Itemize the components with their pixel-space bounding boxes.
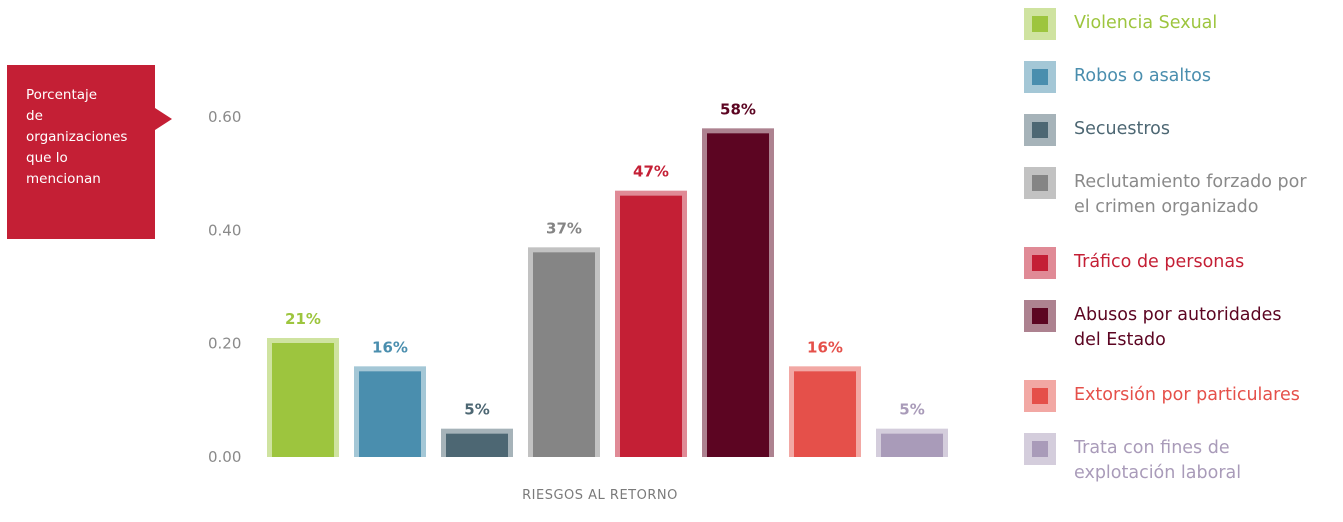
legend-swatch	[1024, 61, 1056, 93]
legend-swatch	[1024, 433, 1056, 465]
legend-label: Extorsión por particulares	[1074, 383, 1339, 408]
bar: 5%	[876, 401, 948, 457]
data-label: 47%	[633, 163, 669, 181]
bar-fill	[881, 433, 943, 457]
legend-swatch	[1024, 8, 1056, 40]
bar: 47%	[615, 163, 687, 457]
legend-swatch	[1024, 247, 1056, 279]
y-axis-label-line: organizaciones	[26, 129, 128, 145]
y-tick-label: 0.00	[208, 448, 241, 466]
bar-fill	[359, 371, 421, 457]
legend-swatch-fill	[1032, 175, 1048, 191]
y-axis-label-line: mencionan	[26, 171, 101, 187]
y-tick-label: 0.20	[208, 335, 241, 353]
bar: 16%	[354, 338, 426, 457]
data-label: 21%	[285, 310, 321, 328]
x-axis-label: RIESGOS AL RETORNO	[522, 488, 678, 503]
legend-swatch-fill	[1032, 69, 1048, 85]
legend-label-line: Abusos por autoridades	[1074, 305, 1282, 325]
y-axis-label-line: Porcentaje	[26, 87, 98, 103]
bar-chart: 0.60 0.40 0.20 0.00 21% 16% 5% 37% 47% 58% 16% 5%	[208, 100, 948, 466]
legend-swatch	[1024, 114, 1056, 146]
data-label: 58%	[720, 100, 756, 118]
legend-label: Tráfico de personas	[1074, 250, 1339, 275]
legend-swatch	[1024, 167, 1056, 199]
legend-swatch	[1024, 380, 1056, 412]
bar: 21%	[267, 310, 339, 457]
legend-swatch-fill	[1032, 308, 1048, 324]
legend-label-line: del Estado	[1074, 330, 1166, 350]
bar: 16%	[789, 338, 861, 457]
bar-fill	[794, 371, 856, 457]
legend-swatch-fill	[1032, 441, 1048, 457]
data-label: 16%	[372, 338, 408, 356]
legend-swatch-fill	[1032, 255, 1048, 271]
bar-fill	[533, 252, 595, 457]
y-axis-label-line: de	[26, 108, 43, 124]
legend-label-line: el crimen organizado	[1074, 197, 1259, 217]
legend-label-line: Secuestros	[1074, 119, 1170, 139]
legend-swatch-fill	[1032, 16, 1048, 32]
bar: 58%	[702, 100, 774, 458]
y-tick-label: 0.40	[208, 221, 241, 239]
legend-swatch-fill	[1032, 122, 1048, 138]
y-axis-label-line: que lo	[26, 150, 68, 166]
legend-label: Reclutamiento forzado por el crimen organ…	[1074, 170, 1339, 220]
data-label: 16%	[807, 338, 843, 356]
legend-swatch-fill	[1032, 388, 1048, 404]
legend-label: Trata con fines de explotación laboral	[1074, 436, 1339, 486]
legend-label: Robos o asaltos	[1074, 64, 1339, 89]
legend-label-line: Violencia Sexual	[1074, 13, 1218, 33]
bar-fill	[707, 133, 769, 458]
bar-fill	[620, 195, 682, 457]
y-axis-label-box: Porcentaje de organizaciones que lo menc…	[7, 65, 155, 239]
data-label: 5%	[899, 401, 924, 419]
legend-label-line: Robos o asaltos	[1074, 66, 1211, 86]
legend-label: Violencia Sexual	[1074, 11, 1339, 36]
y-axis-label-pointer	[155, 108, 172, 130]
legend-label-line: Reclutamiento forzado por	[1074, 172, 1307, 192]
bar-fill	[272, 343, 334, 457]
bar: 37%	[528, 219, 600, 457]
bar: 5%	[441, 401, 513, 457]
legend-label-line: Tráfico de personas	[1074, 252, 1245, 272]
bar-fill	[446, 433, 508, 457]
legend-swatch	[1024, 300, 1056, 332]
data-label: 5%	[464, 401, 489, 419]
legend-label-line: Extorsión por particulares	[1074, 385, 1300, 405]
y-tick-label: 0.60	[208, 108, 241, 126]
legend-label: Abusos por autoridades del Estado	[1074, 303, 1339, 353]
legend-label-line: explotación laboral	[1074, 463, 1242, 483]
legend-label: Secuestros	[1074, 117, 1339, 142]
legend-label-line: Trata con fines de	[1074, 438, 1230, 458]
data-label: 37%	[546, 219, 582, 237]
